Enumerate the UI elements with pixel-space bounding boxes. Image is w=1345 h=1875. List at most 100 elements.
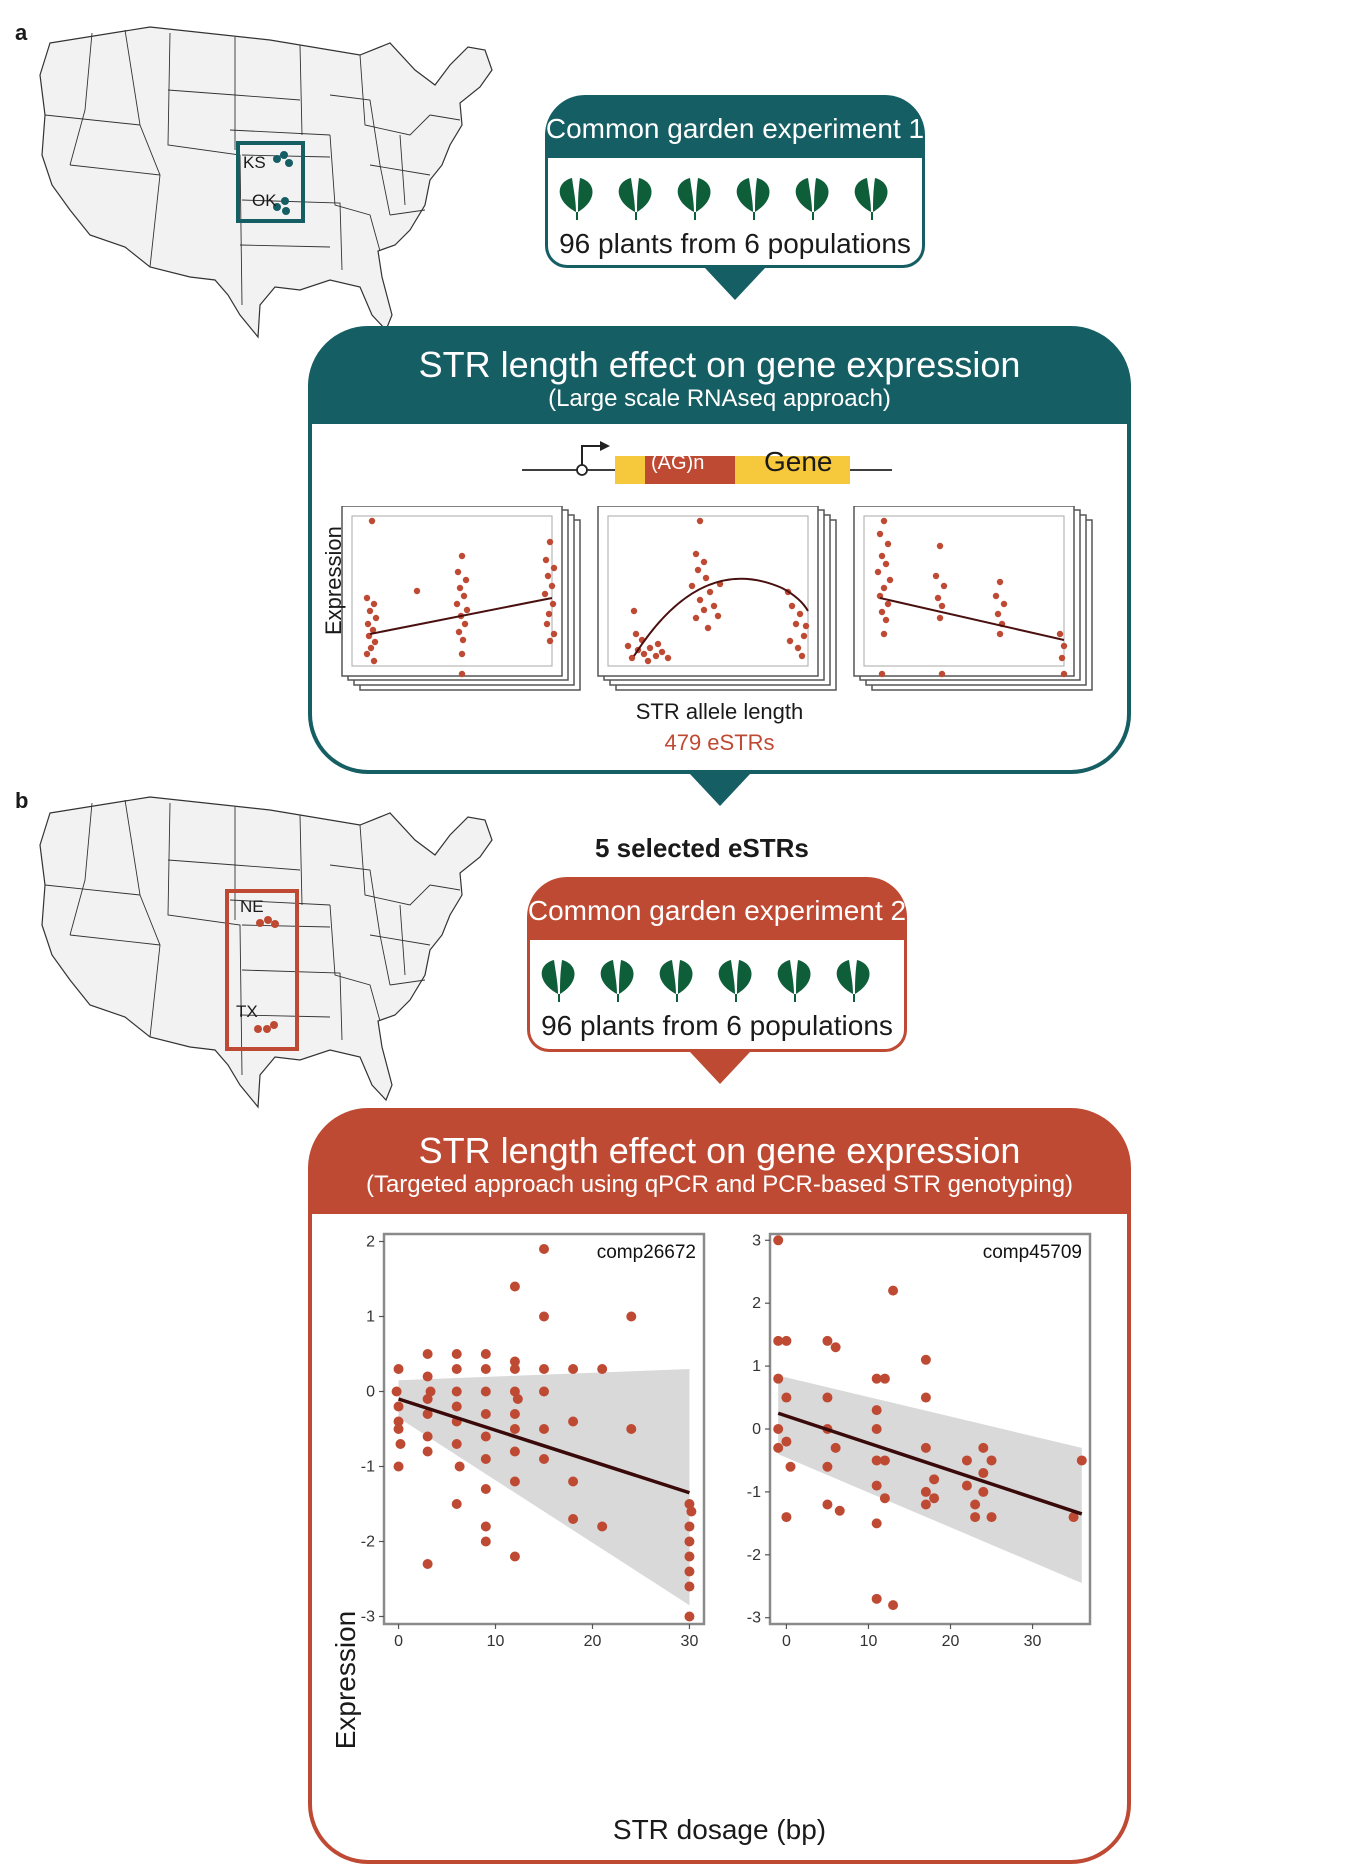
- data-point: [773, 1442, 784, 1453]
- data-point: [1076, 1455, 1087, 1466]
- data-point: [509, 1424, 520, 1434]
- data-point: [871, 1373, 882, 1384]
- data-point: [597, 1521, 608, 1532]
- data-point: [393, 1364, 404, 1374]
- data-point: [879, 1455, 890, 1466]
- experiment-2-header: Common garden experiment 2: [527, 877, 907, 942]
- y-tick-label: 1: [752, 1358, 761, 1375]
- data-point: [509, 1281, 520, 1292]
- data-point: [822, 1392, 833, 1403]
- data-point: [879, 1373, 890, 1384]
- data-point: [684, 1499, 695, 1509]
- data-point: [822, 1499, 833, 1510]
- data-point: [684, 1521, 695, 1532]
- y-tick-label: -3: [747, 1610, 761, 1627]
- data-point: [986, 1512, 997, 1523]
- x-tick-label: 10: [487, 1633, 505, 1650]
- data-point: [512, 1394, 523, 1404]
- data-point: [539, 1364, 549, 1374]
- data-point: [834, 1505, 845, 1516]
- data-point: [451, 1439, 462, 1449]
- data-point: [480, 1409, 491, 1419]
- data-point: [781, 1392, 792, 1403]
- data-point: [961, 1455, 972, 1466]
- data-point: [920, 1354, 931, 1365]
- schematic-xlabel: STR allele length: [635, 699, 804, 724]
- data-point: [480, 1536, 491, 1547]
- data-point: [509, 1409, 520, 1419]
- data-point: [422, 1371, 433, 1382]
- data-point: [773, 1373, 784, 1384]
- y-tick-label: 2: [366, 1234, 375, 1251]
- population-dots-a: [273, 151, 293, 215]
- plants-label-a: 96 plants from 6 populations: [559, 228, 911, 259]
- state-label-ks: KS: [243, 153, 266, 172]
- x-tick-label: 20: [584, 1633, 602, 1650]
- y-tick-label: 0: [366, 1384, 375, 1401]
- data-point: [509, 1364, 520, 1374]
- data-point: [970, 1499, 981, 1510]
- analysis-a-title: STR length effect on gene expression: [418, 344, 1021, 385]
- data-point: [684, 1536, 695, 1547]
- data-point: [539, 1424, 549, 1434]
- data-point: [785, 1461, 796, 1472]
- chart-title: comp26672: [597, 1242, 696, 1263]
- data-point: [1068, 1512, 1079, 1523]
- y-tick-label: 1: [366, 1309, 375, 1326]
- data-point: [422, 1431, 433, 1442]
- data-point: [929, 1474, 940, 1485]
- experiment-2-title: Common garden experiment 2: [527, 895, 907, 926]
- plant-row-b: [541, 960, 870, 1002]
- data-point: [480, 1386, 491, 1397]
- confidence-band: [398, 1369, 690, 1606]
- y-tick-label: -1: [747, 1484, 761, 1501]
- data-point: [822, 1461, 833, 1472]
- us-outline: [39, 26, 493, 339]
- data-point: [871, 1518, 882, 1529]
- data-point: [830, 1442, 841, 1453]
- data-point: [454, 1461, 465, 1472]
- analysis-b-header: STR length effect on gene expression (Ta…: [308, 1108, 1131, 1216]
- repeat-label: (AG)n: [651, 452, 705, 474]
- data-point: [509, 1386, 520, 1397]
- y-tick-label: 0: [752, 1421, 761, 1438]
- data-point: [509, 1476, 520, 1487]
- data-point: [480, 1454, 491, 1464]
- experiment-1-header: Common garden experiment 1: [545, 95, 925, 160]
- selected-estrs-label: 5 selected eSTRs: [595, 833, 809, 863]
- data-point: [781, 1512, 792, 1523]
- data-point: [684, 1611, 695, 1622]
- y-tick-label: -1: [361, 1459, 375, 1476]
- data-point: [978, 1442, 989, 1453]
- data-point: [422, 1446, 433, 1457]
- scatter-plots: 0 10 20 30 -3 -2 -1 0 1 2 comp26672 0 10 20 30 -3 -2 -1 0 1…: [361, 1232, 1092, 1650]
- us-map-a: [39, 26, 493, 339]
- data-point: [393, 1461, 404, 1472]
- y-tick-label: -3: [361, 1609, 375, 1626]
- data-point: [393, 1416, 404, 1427]
- data-point: [684, 1566, 695, 1577]
- ks-ok-region-box: [236, 141, 305, 223]
- data-point: [395, 1439, 406, 1449]
- x-tick-label: 30: [1024, 1633, 1042, 1650]
- y-tick-label: 3: [752, 1232, 761, 1249]
- state-label-ne: NE: [240, 897, 264, 916]
- data-point: [480, 1521, 491, 1532]
- data-point: [773, 1424, 784, 1434]
- data-point: [391, 1386, 402, 1397]
- data-point: [539, 1386, 549, 1397]
- data-point: [451, 1499, 462, 1509]
- data-point: [422, 1559, 433, 1569]
- data-point: [422, 1394, 433, 1404]
- data-point: [422, 1349, 433, 1359]
- data-point: [626, 1424, 637, 1434]
- x-tick-label: 0: [782, 1633, 791, 1650]
- plant-row-a: [559, 178, 888, 220]
- data-point: [480, 1364, 491, 1374]
- analysis-a-subtitle: (Large scale RNAseq approach): [548, 385, 891, 413]
- data-point: [773, 1235, 784, 1246]
- chart-title: comp45709: [983, 1242, 1082, 1263]
- experiment-2-body: 96 plants from 6 populations: [527, 940, 907, 1052]
- x-tick-label: 30: [681, 1633, 699, 1650]
- data-point: [509, 1356, 520, 1367]
